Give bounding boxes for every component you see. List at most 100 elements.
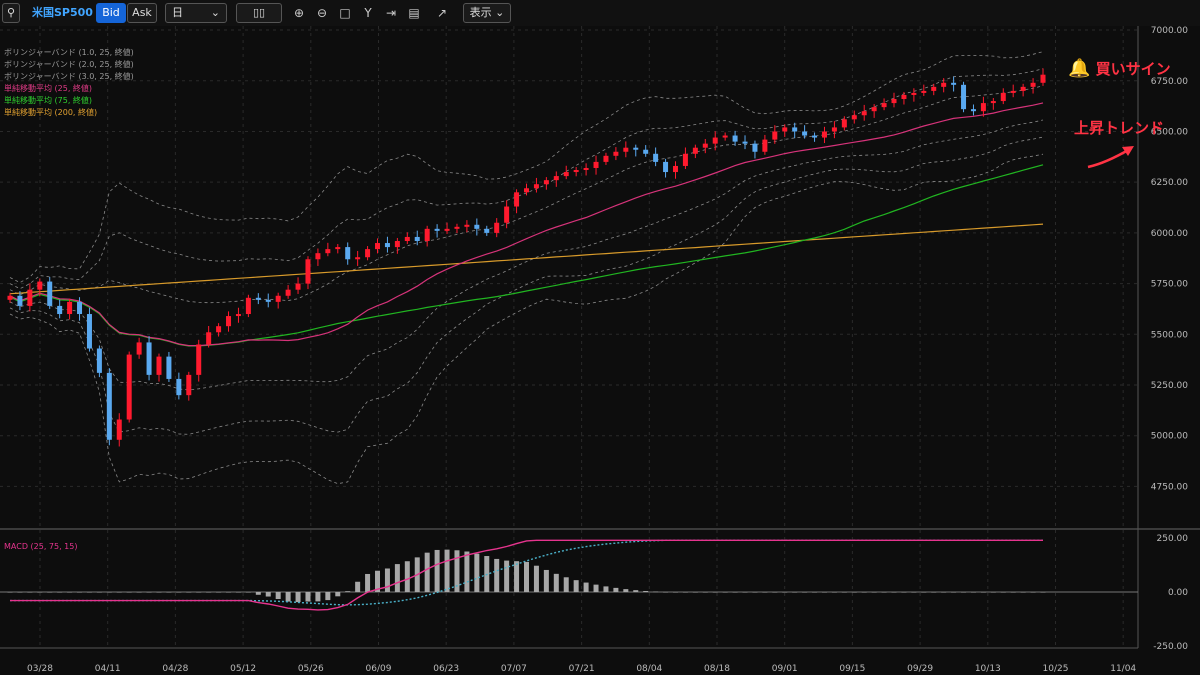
macd-histogram-bar (226, 592, 232, 593)
candle-body (345, 247, 351, 260)
candle-body (951, 82, 957, 85)
candle-body (1040, 74, 1046, 83)
bollinger-upper-1 (9, 85, 1044, 304)
macd-histogram-bar (980, 592, 986, 593)
macd-histogram-bar (1030, 592, 1036, 593)
uptrend-arrow-icon (1087, 146, 1134, 169)
macd-histogram-bar (375, 570, 381, 592)
x-tick-label: 04/28 (162, 664, 188, 674)
display-button[interactable]: 表示 ⌄ (463, 3, 511, 23)
candle-body (17, 295, 23, 306)
macd-histogram-bar (752, 592, 758, 593)
document-icon[interactable]: ▤ (408, 6, 420, 20)
macd-histogram-bar (196, 592, 202, 593)
y-tick-label: 4750.00 (1151, 482, 1188, 492)
candle-body (901, 94, 907, 100)
ask-button[interactable]: Ask (127, 3, 157, 23)
y-tick-label: 5500.00 (1151, 330, 1188, 340)
candle-body (1010, 90, 1016, 93)
candle-body (861, 111, 867, 116)
x-tick-label: 07/07 (501, 664, 527, 674)
candle-body (553, 176, 559, 181)
macd-histogram-bar (325, 592, 331, 601)
candle-body (275, 295, 281, 302)
candle-body (57, 305, 63, 315)
macd-histogram-bar (235, 592, 241, 593)
macd-histogram-bar (931, 592, 937, 593)
bollinger-upper-2 (9, 68, 1044, 290)
candle-body (792, 127, 798, 132)
chevron-down-icon: ⌄ (210, 6, 220, 19)
macd-tick-label: 0.00 (1168, 588, 1188, 598)
legend-item: 単純移動平均 (25, 終値) (4, 84, 93, 93)
macd-line (10, 539, 1043, 611)
search-button[interactable]: ⚲ (2, 3, 20, 23)
candle-body (851, 115, 857, 120)
macd-histogram-bar (96, 592, 102, 593)
candle-body (285, 289, 291, 296)
fit-icon[interactable]: □ (339, 6, 351, 20)
macd-histogram-bar (543, 569, 549, 592)
macd-histogram-bar (355, 581, 361, 592)
symbol-label[interactable]: 米国SP500 (32, 6, 93, 19)
candle-body (444, 228, 450, 231)
macd-histogram-bar (285, 592, 291, 602)
candle-body (881, 103, 887, 108)
indicator-icon[interactable]: ↗ (436, 6, 448, 20)
macd-histogram-bar (424, 552, 430, 592)
zoom-in-icon[interactable]: ⊕ (293, 6, 305, 20)
candle-body (7, 295, 13, 300)
macd-histogram-bar (37, 592, 43, 593)
macd-histogram-bar (851, 592, 857, 593)
candle-body (245, 297, 251, 315)
drawing-icon[interactable]: Y (364, 6, 372, 20)
macd-histogram-bar (692, 592, 698, 593)
chevron-down-icon: ⌄ (495, 6, 505, 19)
x-tick-label: 09/01 (772, 664, 798, 674)
macd-histogram-bar (802, 592, 808, 593)
macd-histogram-bar (106, 592, 112, 593)
macd-histogram-bar (265, 592, 271, 597)
macd-histogram-bar (732, 592, 738, 593)
macd-histogram-bar (245, 592, 251, 593)
macd-tick-label: -250.00 (1153, 642, 1188, 652)
zoom-out-icon[interactable]: ⊖ (316, 6, 328, 20)
macd-histogram-bar (742, 592, 748, 593)
x-tick-label: 09/29 (907, 664, 933, 674)
macd-histogram-bar (315, 592, 321, 602)
candle-body (394, 241, 400, 248)
candle-body (206, 332, 212, 345)
macd-histogram-bar (47, 592, 53, 593)
bid-button[interactable]: Bid (96, 3, 126, 23)
candle-body (494, 222, 500, 233)
candle-body (454, 226, 460, 229)
chart-area[interactable]: 7000.00 6750.00 6500.00 6250.00 6000.00 5750.… (0, 26, 1200, 675)
macd-histogram-bar (494, 558, 500, 592)
y-tick-label: 5250.00 (1151, 381, 1188, 391)
macd-histogram-bar (891, 592, 897, 593)
macd-histogram-bar (57, 592, 63, 593)
x-tick-label: 04/11 (95, 664, 121, 674)
period-select[interactable]: 日 ⌄ (165, 3, 227, 23)
candle-body (335, 247, 341, 250)
macd-histogram-bar (166, 592, 172, 593)
macd-histogram-bar (722, 592, 728, 593)
chart-type-select[interactable]: ▯▯ (236, 3, 282, 23)
candle-body (355, 257, 361, 260)
display-label: 表示 (469, 6, 492, 19)
macd-histogram-bar (464, 551, 470, 592)
macd-histogram-bar (86, 592, 92, 593)
search-icon: ⚲ (6, 6, 16, 19)
jump-latest-icon[interactable]: ⇥ (385, 6, 397, 20)
candle-body (216, 326, 222, 333)
candle-body (96, 348, 102, 373)
candle-body (782, 127, 788, 132)
x-tick-label: 05/12 (230, 664, 256, 674)
candle-body (325, 249, 331, 254)
candle-body (990, 101, 996, 104)
candle-body (235, 314, 241, 317)
candle-body (563, 172, 569, 177)
macd-histogram-bar (871, 592, 877, 593)
candle-body (692, 147, 698, 154)
macd-histogram-bar (970, 592, 976, 593)
